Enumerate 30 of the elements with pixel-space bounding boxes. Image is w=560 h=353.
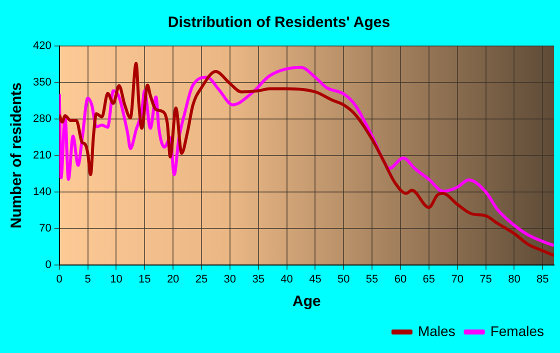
x-tick-label: 85 [536,273,549,286]
y-tick-label: 420 [32,40,52,52]
x-tick-label: 20 [166,273,180,286]
legend-label: Females [490,322,544,339]
x-tick-label: 0 [56,273,62,286]
x-tick-label: 45 [309,273,322,286]
y-tick-label: 350 [32,76,52,88]
x-tick-label: 40 [280,273,293,286]
x-tick-label: 35 [252,273,264,286]
x-tick-label: 60 [394,273,407,286]
x-tick-label: 50 [338,273,350,286]
y-tick-label: 210 [32,149,52,162]
x-tick-label: 15 [138,273,151,286]
x-tick-label: 80 [508,273,520,286]
x-tick-label: 25 [195,273,208,286]
x-tick-label: 10 [110,273,122,286]
legend-label: Males [418,322,456,339]
x-tick-label: 75 [480,273,492,286]
chart-title: Distribution of Residents' Ages [168,14,390,32]
y-tick-label: 70 [39,222,52,234]
x-tick-label: 30 [224,273,236,286]
y-tick-label: 140 [32,186,52,198]
y-axis-title: Number of residents [8,82,26,228]
x-tick-label: 5 [84,273,91,286]
x-axis-title: Age [292,293,321,310]
x-tick-label: 55 [366,273,378,286]
x-tick-label: 65 [422,273,436,286]
y-tick-label: 280 [32,112,52,125]
x-tick-label: 70 [451,273,464,286]
y-tick-label: 0 [45,258,52,271]
